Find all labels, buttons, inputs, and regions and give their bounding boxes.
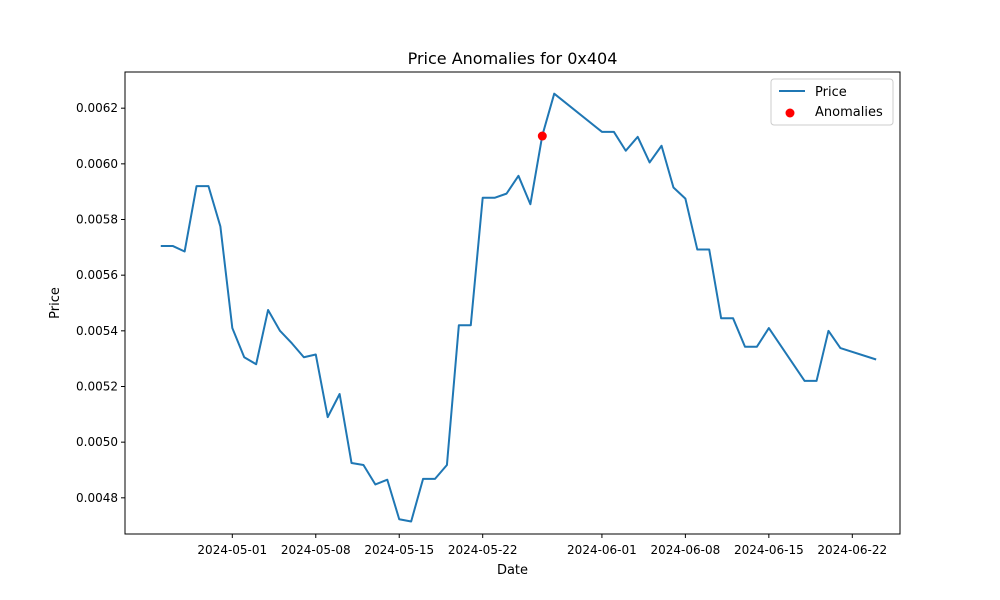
plot-area xyxy=(160,92,877,523)
x-tick-label: 2024-06-08 xyxy=(651,543,721,557)
chart-title: Price Anomalies for 0x404 xyxy=(408,49,618,68)
y-tick-label: 0.0056 xyxy=(76,268,118,282)
x-tick-label: 2024-05-08 xyxy=(281,543,351,557)
y-tick-label: 0.0054 xyxy=(76,324,118,338)
x-tick-label: 2024-06-22 xyxy=(817,543,887,557)
y-tick-label: 0.0062 xyxy=(76,101,118,115)
legend: Price Anomalies xyxy=(770,78,894,126)
anomaly-point xyxy=(537,131,547,141)
y-tick-label: 0.0052 xyxy=(76,379,118,393)
y-axis: 0.0048 0.0050 0.0052 0.0054 0.0056 0.0058 0.00… xyxy=(76,101,125,505)
y-tick-label: 0.0060 xyxy=(76,157,118,171)
x-tick-label: 2024-05-15 xyxy=(364,543,434,557)
legend-label-anomalies: Anomalies xyxy=(815,105,883,120)
x-tick-label: 2024-06-01 xyxy=(567,543,637,557)
x-axis-label: Date xyxy=(497,563,528,578)
x-tick-label: 2024-06-15 xyxy=(734,543,804,557)
x-tick-label: 2024-05-22 xyxy=(448,543,518,557)
y-tick-label: 0.0058 xyxy=(76,213,118,227)
plot-frame xyxy=(124,71,901,535)
y-tick-label: 0.0048 xyxy=(76,491,118,505)
y-tick-label: 0.0050 xyxy=(76,435,118,449)
legend-marker-swatch xyxy=(785,108,795,118)
legend-label-price: Price xyxy=(815,85,847,100)
price-line xyxy=(160,92,877,523)
x-axis: 2024-05-01 2024-05-08 2024-05-15 2024-05-22… xyxy=(197,534,887,557)
y-axis-label: Price xyxy=(48,287,63,319)
x-tick-label: 2024-05-01 xyxy=(197,543,267,557)
